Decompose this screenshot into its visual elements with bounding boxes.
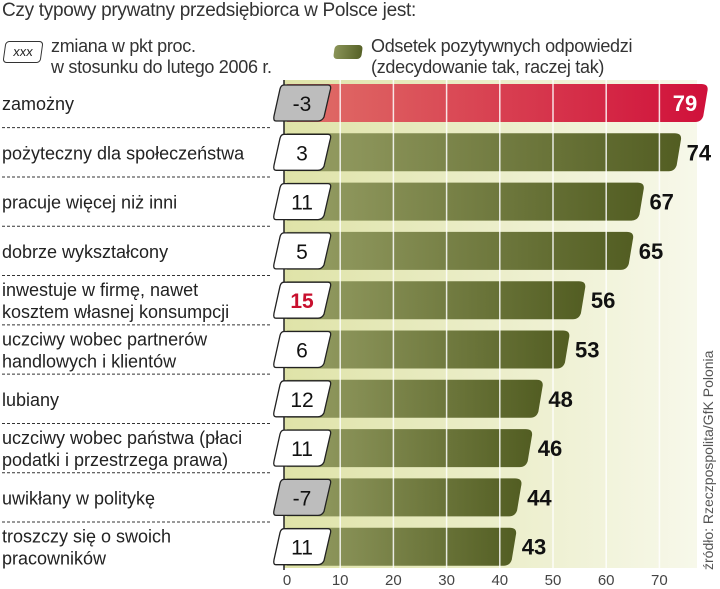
data-label: 44	[527, 485, 552, 510]
legend-change-line1: zmiana w pkt proc.	[51, 36, 196, 56]
bar	[287, 281, 586, 320]
change-box	[273, 478, 332, 517]
change-value: 5	[296, 241, 308, 264]
change-value: 6	[296, 340, 308, 363]
bar	[287, 429, 533, 468]
data-label: 67	[649, 190, 673, 215]
change-value: 12	[290, 389, 313, 412]
change-box	[273, 232, 332, 270]
change-value: -7	[293, 487, 312, 510]
category-label: pożyteczny dla społeczeństwa	[2, 143, 245, 163]
bar	[287, 84, 708, 122]
x-tick-label: 10	[332, 572, 349, 589]
data-label: 43	[522, 535, 546, 560]
change-value: 11	[291, 438, 313, 461]
legend-bar-line2: (zdecydowanie tak, raczej tak)	[371, 57, 605, 77]
source-note: źródło: Rzeczpospolita/GfK Polonia	[700, 350, 716, 570]
legend-change-text: zmiana w pkt proc. w stosunku do lutego …	[51, 36, 272, 78]
change-value: 15	[290, 290, 314, 313]
category-label: pracowników	[2, 549, 107, 569]
bar	[287, 231, 634, 270]
x-tick-label: 50	[545, 572, 562, 589]
category-label: uczciwy wobec państwa (płaci	[2, 428, 242, 448]
data-label: 53	[575, 338, 599, 363]
change-value: -3	[293, 93, 312, 116]
data-label: 48	[548, 387, 572, 412]
category-label: lubiany	[2, 390, 59, 410]
x-tick-label: 20	[385, 572, 402, 589]
data-label: 74	[687, 140, 712, 165]
x-tick-label: 0	[283, 572, 291, 589]
change-box	[273, 281, 332, 319]
category-label: handlowych i klientów	[2, 352, 177, 372]
bar	[287, 478, 522, 517]
category-label: pracuje więcej niż inni	[2, 193, 177, 213]
bar	[287, 133, 682, 172]
x-tick-label: 40	[491, 572, 508, 589]
category-label: uczciwy wobec partnerów	[2, 330, 208, 350]
change-value: 3	[296, 142, 308, 165]
change-box	[273, 133, 332, 171]
legend-bar-text: Odsetek pozytywnych odpowiedzi (zdecydow…	[371, 36, 632, 78]
chart-title: Czy typowy prywatny przedsiębiorca w Pol…	[2, 0, 417, 21]
category-label: zamożny	[2, 94, 74, 114]
x-tick-label: 70	[651, 572, 668, 589]
change-box	[273, 330, 332, 369]
change-box	[273, 84, 332, 122]
change-box	[273, 528, 332, 566]
category-label: troszczy się o swoich	[2, 527, 171, 547]
change-box	[273, 429, 332, 467]
category-label: inwestuje w firmę, nawet	[2, 280, 198, 300]
legend-bar-line1: Odsetek pozytywnych odpowiedzi	[371, 36, 633, 56]
legend-change-line2: w stosunku do lutego 2006 r.	[51, 57, 272, 77]
bar	[287, 330, 570, 369]
bar	[287, 527, 517, 566]
category-label: uwikłany w politykę	[2, 488, 155, 508]
change-box	[273, 380, 332, 418]
data-label: 79	[673, 91, 697, 116]
change-value: 11	[291, 192, 313, 215]
change-box	[273, 182, 332, 221]
change-value: 11	[291, 537, 313, 560]
data-label: 56	[591, 288, 615, 313]
category-label: dobrze wykształcony	[2, 242, 168, 262]
data-label: 46	[538, 436, 562, 461]
data-label: 65	[639, 239, 663, 264]
bar	[287, 379, 543, 418]
x-tick-label: 30	[438, 572, 455, 589]
category-label: kosztem własnej konsumpcji	[2, 302, 229, 322]
bar	[287, 182, 644, 221]
category-label: podatki i przestrzega prawa)	[2, 450, 228, 470]
x-tick-label: 60	[598, 572, 615, 589]
